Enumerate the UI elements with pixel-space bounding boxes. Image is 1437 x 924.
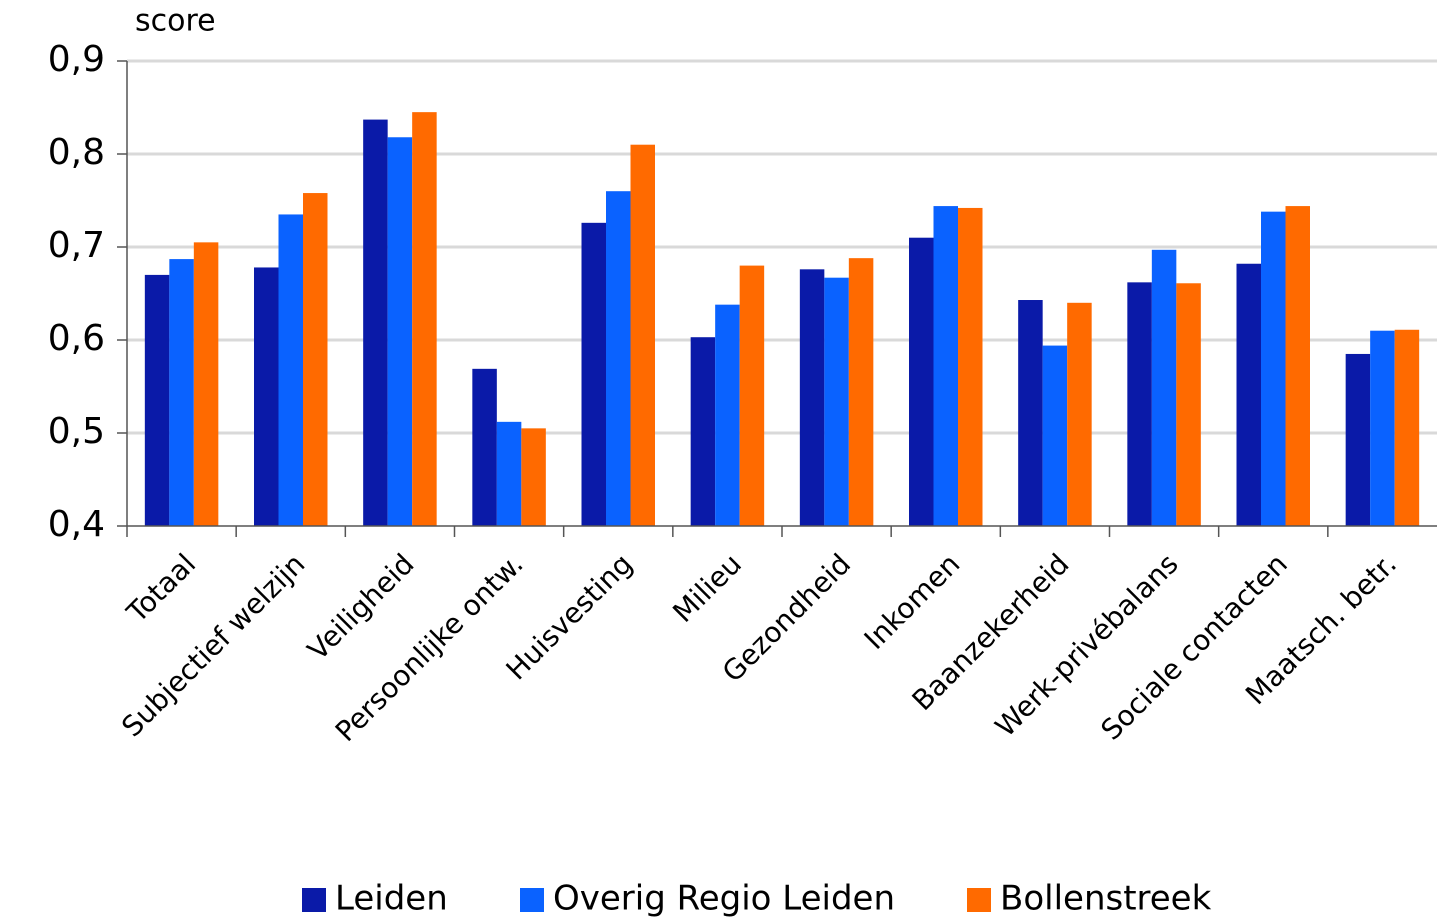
bar [848, 258, 874, 526]
x-tick-label: Sociale contacten [1095, 547, 1294, 746]
x-tick-label: Werk-privébalans [989, 547, 1185, 743]
bar [1176, 283, 1201, 526]
bar [1151, 249, 1177, 527]
bar [1018, 300, 1043, 526]
legend-swatch [520, 888, 544, 912]
legend-label: Overig Regio Leiden [553, 879, 895, 919]
bar [363, 119, 388, 526]
bar [193, 242, 219, 526]
legend-label: Bollenstreek [1000, 879, 1212, 919]
y-tick-label: 0,5 [48, 411, 105, 452]
y-tick-label: 0,4 [48, 504, 105, 545]
bar [958, 207, 983, 526]
legend-swatch [302, 888, 326, 912]
bar [630, 144, 655, 526]
bar [1042, 345, 1068, 526]
bar [412, 112, 437, 527]
bar [1261, 211, 1286, 526]
y-axis-label: score [135, 4, 216, 39]
bar [278, 214, 303, 526]
bar [715, 304, 740, 526]
bar [303, 193, 328, 526]
bar [387, 137, 413, 526]
bar [169, 259, 194, 526]
legend-swatch [967, 888, 991, 912]
bar [824, 277, 849, 526]
bar [472, 368, 497, 526]
x-tick-label: Subjectief welzijn [115, 547, 311, 743]
bar [799, 269, 825, 526]
bar [521, 428, 546, 526]
y-tick-label: 0,6 [48, 318, 105, 359]
x-tick-label: Milieu [666, 547, 748, 629]
y-tick-label: 0,8 [48, 132, 105, 173]
bar [1394, 329, 1420, 526]
bar [690, 337, 716, 526]
bar [909, 237, 934, 526]
x-tick-label: Veiligheid [301, 547, 420, 666]
bar [496, 421, 522, 526]
bar [254, 267, 279, 526]
bar [1127, 282, 1152, 526]
y-tick-label: 0,7 [48, 225, 105, 266]
bar [144, 274, 170, 526]
bar [1370, 330, 1395, 526]
bar [1236, 263, 1261, 526]
x-tick-label: Inkomen [858, 547, 967, 656]
bar [1285, 206, 1310, 526]
x-tick-label: Totaal [120, 547, 202, 629]
bar [1345, 353, 1371, 526]
bar [606, 191, 631, 526]
x-tick-label: Persoonlijke ontw. [329, 547, 530, 748]
bar [1067, 302, 1092, 526]
bar [739, 265, 765, 526]
legend-label: Leiden [335, 879, 448, 919]
bar [933, 206, 958, 526]
bar [581, 222, 606, 526]
y-tick-label: 0,9 [48, 39, 105, 80]
